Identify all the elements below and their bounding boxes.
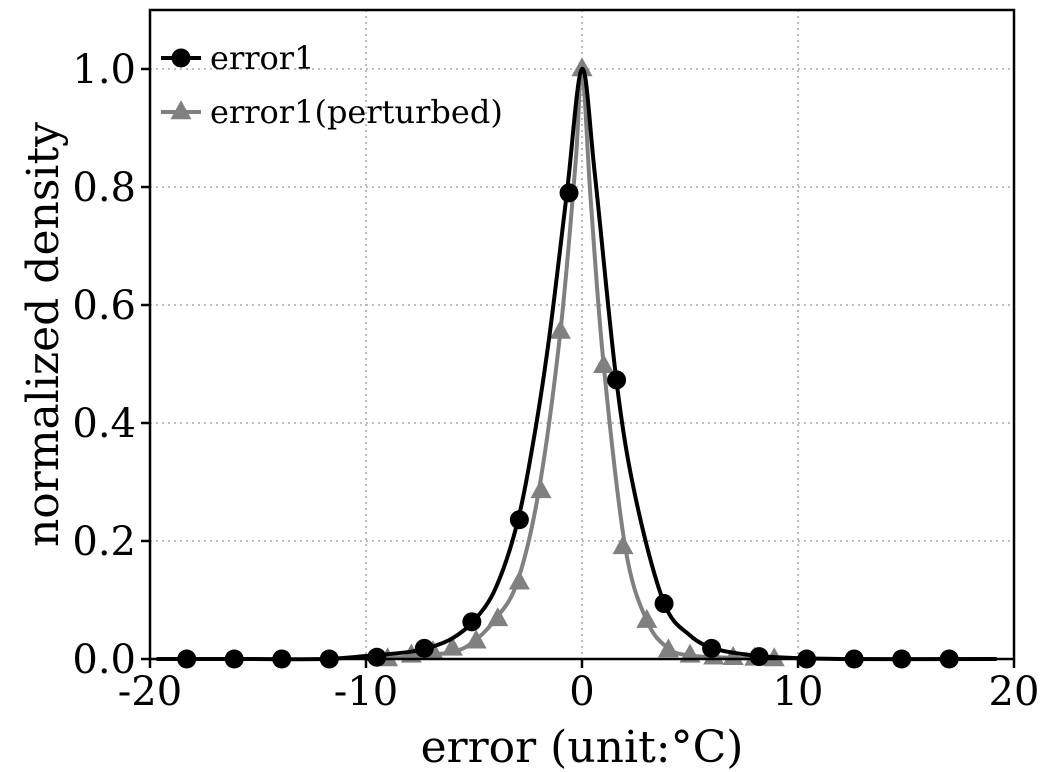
- data-point-triangle: [571, 57, 593, 77]
- x-axis-title: error (unit:°C): [421, 722, 744, 772]
- data-point-circle: [702, 638, 722, 658]
- grid-lines: [150, 10, 1014, 659]
- y-tick-label: 0.8: [72, 165, 136, 211]
- y-tick-label: 1.0: [72, 47, 136, 93]
- data-point-triangle: [549, 319, 571, 339]
- x-tick-label: 10: [773, 669, 824, 715]
- data-point-circle: [607, 370, 627, 390]
- x-tick-label: 20: [989, 669, 1040, 715]
- data-point-triangle: [530, 479, 552, 499]
- data-point-triangle: [508, 570, 530, 590]
- axis-ticks: -20 -10 0 10 20 0.0 0.2 0.4 0.6 0.8 1.0: [72, 47, 1039, 715]
- y-tick-label: 0.6: [72, 283, 136, 329]
- data-point-circle: [414, 638, 434, 658]
- y-tick-label: 0.4: [72, 401, 136, 447]
- data-point-circle: [509, 510, 529, 530]
- y-tick-label: 0.2: [72, 519, 136, 565]
- y-axis-title: normalized density: [18, 122, 69, 547]
- data-point-circle: [654, 594, 674, 614]
- data-point-triangle: [657, 638, 679, 658]
- data-point-triangle: [722, 646, 744, 666]
- data-point-circle: [462, 612, 482, 632]
- series-layer: [156, 57, 997, 669]
- series-error1-perturbed: [365, 57, 785, 667]
- data-point-triangle: [441, 636, 463, 656]
- data-point-circle: [559, 183, 579, 203]
- data-point-triangle: [170, 100, 192, 120]
- data-point-circle: [749, 647, 769, 667]
- legend-item: error1: [161, 39, 314, 77]
- x-tick-label: -20: [118, 669, 182, 715]
- legend-item: error1(perturbed): [161, 93, 503, 131]
- y-tick-label: 0.0: [72, 637, 136, 683]
- data-point-triangle: [636, 608, 658, 628]
- data-point-circle: [367, 647, 387, 667]
- legend: error1 error1(perturbed): [161, 39, 503, 131]
- data-point-triangle: [487, 607, 509, 627]
- legend-label: error1: [210, 39, 314, 77]
- data-point-triangle: [612, 535, 634, 555]
- data-point-triangle: [593, 353, 615, 373]
- series-error1: [156, 66, 997, 669]
- data-point-triangle: [465, 629, 487, 649]
- x-tick-label: 0: [569, 669, 594, 715]
- data-point-circle: [171, 48, 191, 68]
- x-tick-label: -10: [334, 669, 398, 715]
- legend-label: error1(perturbed): [210, 93, 503, 131]
